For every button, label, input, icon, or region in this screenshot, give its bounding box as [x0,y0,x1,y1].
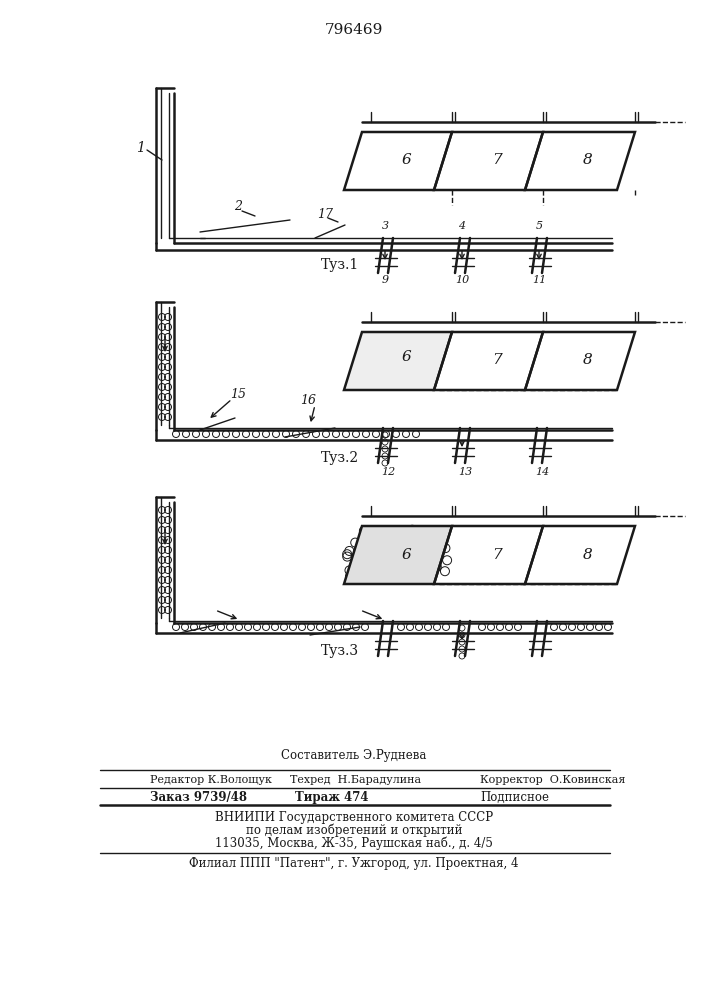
Text: 9: 9 [382,275,389,285]
Text: 8: 8 [583,153,593,167]
Text: 113035, Москва, Ж-35, Раушская наб., д. 4/5: 113035, Москва, Ж-35, Раушская наб., д. … [215,836,493,850]
Text: 796469: 796469 [325,23,383,37]
Text: 8: 8 [583,353,593,367]
Text: Подписное: Подписное [480,790,549,804]
Text: Техред  Н.Барадулина: Техред Н.Барадулина [290,775,421,785]
Text: по делам изобретений и открытий: по делам изобретений и открытий [246,823,462,837]
Text: 13: 13 [458,467,472,477]
Text: 16: 16 [300,393,316,406]
Text: Заказ 9739/48: Заказ 9739/48 [150,790,247,804]
Text: Редактор К.Волощук: Редактор К.Волощук [150,775,272,785]
Text: 7: 7 [492,353,502,367]
Text: 8: 8 [583,548,593,562]
Text: ВНИИПИ Государственного комитета СССР: ВНИИПИ Государственного комитета СССР [215,810,493,824]
Text: 6: 6 [401,153,411,167]
Text: Тираж 474: Тираж 474 [295,790,368,804]
Text: Τуз.3: Τуз.3 [321,644,359,658]
Text: 2: 2 [234,200,242,214]
Text: 10: 10 [455,275,469,285]
Text: 15: 15 [230,387,246,400]
Text: 3: 3 [382,221,389,231]
Text: 7: 7 [492,548,502,562]
Text: 17: 17 [317,208,333,221]
Text: 4: 4 [458,221,466,231]
Polygon shape [344,332,452,390]
Text: Филиал ППП "Патент", г. Ужгород, ул. Проектная, 4: Филиал ППП "Патент", г. Ужгород, ул. Про… [189,857,519,870]
Polygon shape [344,526,452,584]
Text: Корректор  О.Ковинская: Корректор О.Ковинская [480,775,626,785]
Text: 12: 12 [381,467,395,477]
Text: Составитель Э.Руднева: Составитель Э.Руднева [281,750,427,762]
Text: 11: 11 [532,275,546,285]
Text: Τуз.2: Τуз.2 [321,451,359,465]
Text: 14: 14 [535,467,549,477]
Text: 1: 1 [136,141,144,155]
Text: Τуз.1: Τуз.1 [321,258,359,272]
Text: 6: 6 [401,548,411,562]
Text: 6: 6 [401,350,411,364]
Text: 7: 7 [492,153,502,167]
Text: 5: 5 [535,221,542,231]
